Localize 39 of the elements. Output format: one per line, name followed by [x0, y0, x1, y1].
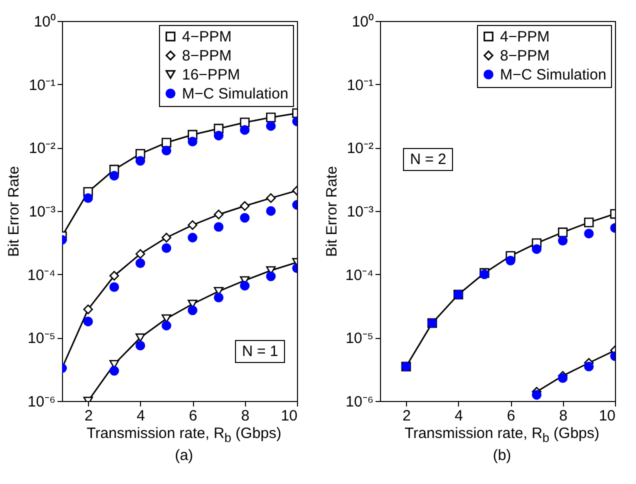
- x-tick-label: 2: [84, 408, 93, 424]
- x-tick-label: 6: [506, 408, 516, 424]
- text: (a): [174, 447, 194, 464]
- x-axis-title: Transmission rate, R$_{b}$ (Gbps): [404, 425, 600, 447]
- y-tick-label: 10⁻¹: [346, 76, 374, 94]
- y-tick-label: 10⁻⁵: [346, 330, 374, 348]
- y-tick-label: 10⁻³: [28, 204, 56, 220]
- legend-label: 8−PPM: [182, 48, 232, 64]
- y-tick-label: 10⁻⁴: [27, 266, 56, 284]
- x-tick-label: 8: [241, 408, 250, 424]
- y-tick-label: 10⁰: [352, 14, 374, 30]
- y-tick-label: 10⁻⁶: [346, 394, 374, 410]
- y-tick-label: 10⁻⁶: [28, 394, 56, 410]
- x-tick-label: 4: [136, 408, 146, 424]
- y-tick-label: 10⁻¹: [28, 76, 56, 94]
- y-tick-label: 10⁻³: [346, 204, 374, 220]
- y-tick-label: 10⁻²: [346, 140, 374, 158]
- x-tick-label: 6: [188, 408, 198, 424]
- legend-label: 16−PPM: [182, 66, 240, 84]
- annotation: N = 1: [235, 340, 286, 363]
- y-axis-title: Bit Error Rate: [5, 166, 22, 257]
- legend-label: M−C Simulation: [182, 86, 288, 102]
- y-tick-label: 10⁻⁴: [345, 266, 374, 284]
- y-tick-label: 10⁻⁵: [28, 330, 56, 348]
- legend-label: M−C Simulation: [500, 66, 606, 84]
- x-tick-label: 10: [280, 408, 298, 424]
- legend-label: 4−PPM: [182, 28, 232, 46]
- annotation: N = 2: [403, 148, 454, 171]
- legend-label: 4−PPM: [500, 28, 550, 46]
- y-axis-title: Bit Error Rate: [323, 166, 340, 257]
- x-axis-title: Transmission rate, R$_{b}$ (Gbps): [86, 425, 282, 447]
- legend-label: 8−PPM: [500, 48, 550, 64]
- x-tick-label: 8: [559, 408, 568, 424]
- x-tick-label: 10: [598, 408, 616, 424]
- x-tick-label: 4: [454, 408, 464, 424]
- y-tick-label: 10⁰: [34, 14, 56, 30]
- text: (b): [492, 447, 512, 464]
- y-tick-label: 10⁻²: [28, 140, 56, 158]
- x-tick-label: 2: [402, 408, 411, 424]
